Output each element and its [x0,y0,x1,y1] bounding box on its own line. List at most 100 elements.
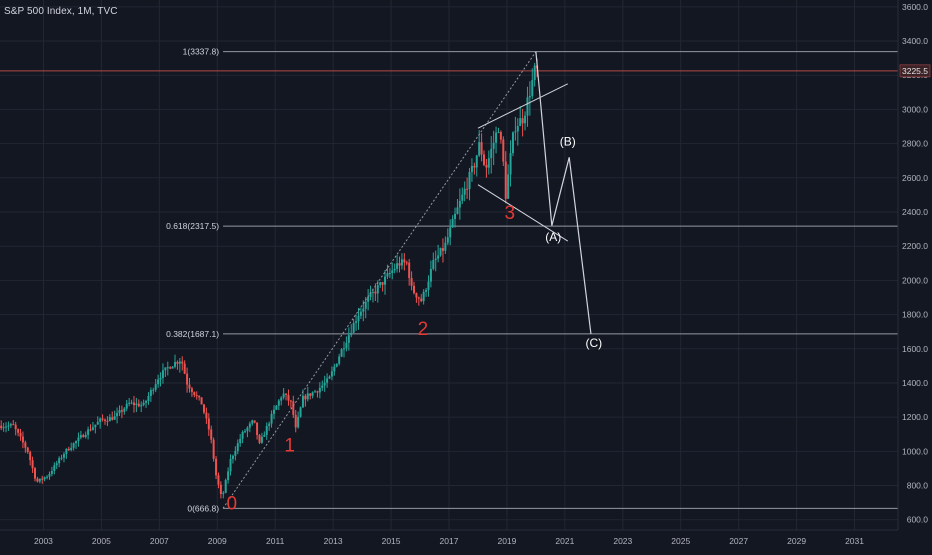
x-tick-label: 2003 [34,536,53,546]
candle-body [147,395,150,401]
candle-body [14,424,17,430]
candle-body [338,356,341,364]
x-tick-label: 2029 [787,536,806,546]
x-tick-label: 2009 [208,536,227,546]
candle-body [425,289,428,292]
candle-body [439,248,442,256]
candle-body [533,65,536,81]
candle-body [362,308,365,312]
fib-level-label: 0(666.8) [187,503,219,513]
triangle-lower-line[interactable] [477,184,569,242]
y-tick-label: 1400.0 [902,378,928,388]
candle-body [473,166,476,168]
y-tick-label: 1000.0 [902,446,928,456]
candle-body [364,301,367,309]
y-tick-label: 600.0 [907,515,929,525]
candle-body [159,377,162,380]
candle-body [304,395,307,400]
candle-body [514,131,517,133]
time-axis[interactable] [0,530,932,550]
candle-body [171,366,174,369]
candle-body [55,463,58,466]
candle-body [410,278,413,286]
candle-body [251,420,254,424]
candle-body [415,293,418,298]
candle-body [342,348,345,350]
candle-body [347,335,350,343]
candle-body [188,384,191,389]
projection-label: (B) [560,134,576,148]
candle-body [231,455,234,459]
y-tick-label: 2800.0 [902,139,928,149]
candle-body [17,429,20,433]
price-axis[interactable] [898,0,932,550]
chart-title: S&P 500 Index, 1M, TVC [4,6,118,17]
trendline-dashed[interactable] [222,51,537,509]
candle-body [391,270,394,274]
candle-body [270,413,273,424]
candle-body [12,424,15,426]
candle-body [451,218,454,228]
candle-body [248,423,251,428]
candle-body [499,132,502,140]
candle-body [38,478,41,482]
candle-body [531,80,534,96]
candle-body [215,458,218,476]
x-tick-label: 2019 [497,536,516,546]
candle-body [227,471,230,481]
candle-body [29,452,32,461]
candle-body [82,435,85,438]
candle-body [386,273,389,277]
candle-body [463,188,466,195]
candle-body [60,457,63,459]
candle-body [487,158,490,168]
x-tick-label: 2013 [324,536,343,546]
candle-body [429,268,432,282]
candle-body [154,384,157,390]
y-tick-label: 3000.0 [902,104,928,114]
projection-path[interactable] [535,51,592,334]
candle-body [287,394,290,401]
candle-body [483,154,486,165]
candle-body [125,403,128,409]
candle-body [50,470,53,474]
wave-count-label: 3 [505,203,516,224]
candle-body [282,393,285,398]
candle-body [234,450,237,456]
y-tick-label: 2400.0 [902,207,928,217]
fib-level-label: 0.382(1687.1) [166,329,219,339]
candle-body [504,161,507,199]
candle-body [260,436,263,443]
candle-body [456,207,459,214]
candle-body [367,297,370,302]
candle-body [388,273,391,275]
candle-body [186,373,189,385]
candle-body [21,436,24,443]
candle-body [137,403,140,407]
candle-body [330,371,333,377]
x-tick-label: 2015 [382,536,401,546]
candle-body [239,438,242,444]
candle-body [492,142,495,149]
candle-body [190,388,193,393]
candle-body [91,427,94,430]
candle-body [480,142,483,155]
candle-body [333,366,336,372]
candle-body [280,397,283,401]
x-tick-label: 2025 [671,536,690,546]
candle-body [502,139,505,162]
y-tick-label: 2600.0 [902,173,928,183]
candle-body [369,292,372,298]
candle-body [116,412,119,417]
candle-body [145,400,148,403]
candle-body [65,448,68,455]
candle-body [309,393,312,396]
triangle-upper-line[interactable] [477,83,568,129]
x-tick-label: 2031 [845,536,864,546]
candle-body [135,403,138,406]
candle-body [400,259,403,266]
candle-body [321,385,324,388]
candle-body [468,172,471,190]
